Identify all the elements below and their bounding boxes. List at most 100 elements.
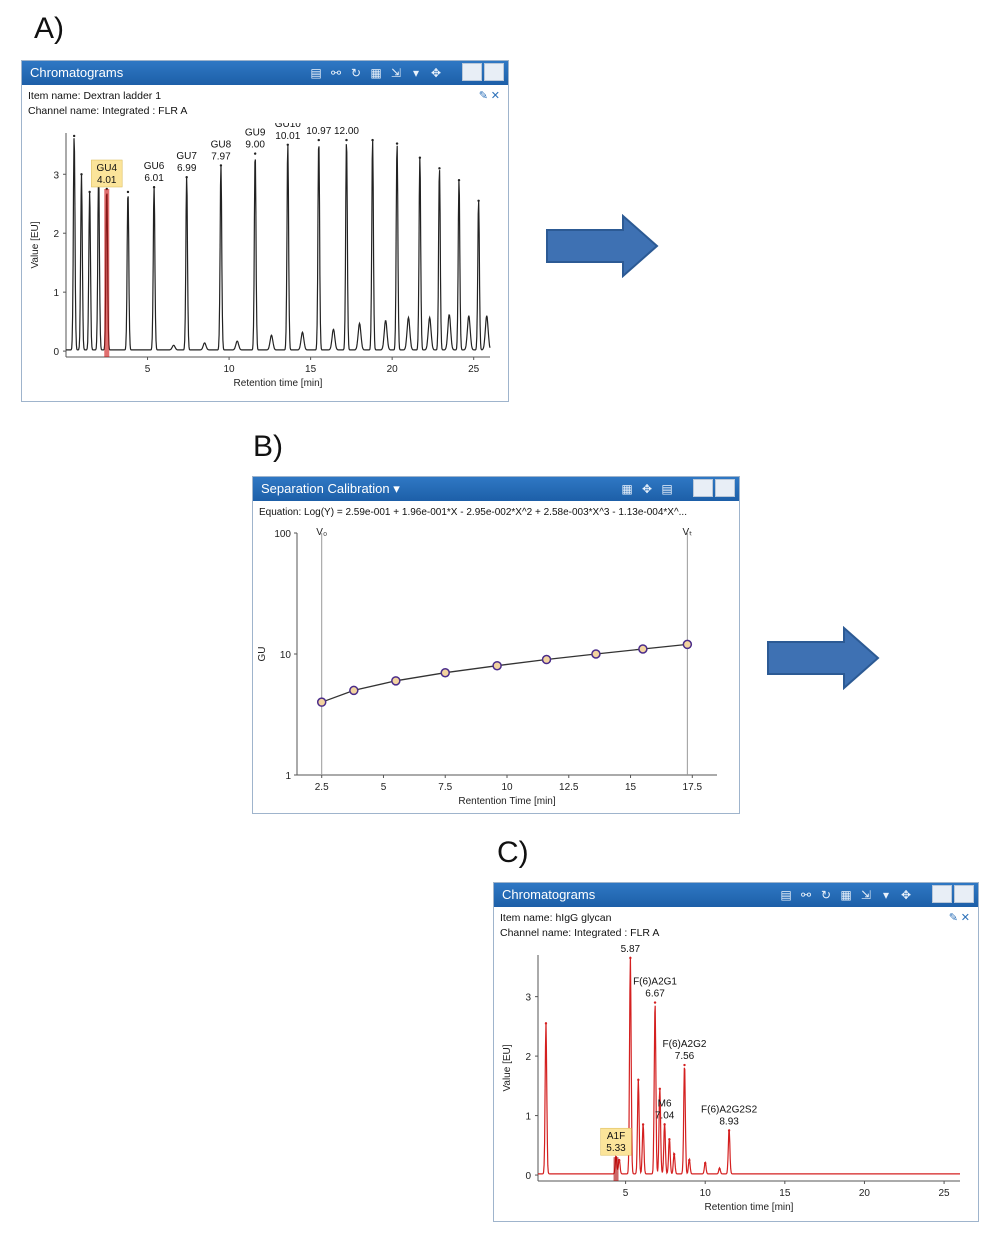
peak-value: 6.99	[177, 163, 197, 174]
peak-highlight-box	[91, 159, 123, 188]
void-marker-label: Vₜ	[683, 527, 693, 538]
pan-icon[interactable]: ✥	[430, 66, 442, 80]
reload-icon[interactable]: ↻	[820, 888, 832, 902]
peak-point	[704, 1161, 707, 1165]
x-tick-label: 5	[623, 1188, 629, 1199]
y-tick-label: 100	[274, 529, 291, 540]
restore-button[interactable]	[484, 63, 504, 81]
chromatogram-window-c: Chromatograms ▤ ⚯ ↻ ▦ ⇲ ▾ ✥ Item name: h…	[493, 882, 979, 1222]
y-tick-label: 3	[525, 993, 531, 1004]
pin-icon[interactable]: ✎	[478, 90, 488, 102]
restore-button[interactable]	[954, 885, 974, 903]
x-tick-label: 25	[939, 1188, 951, 1199]
minimize-button[interactable]	[693, 479, 713, 497]
pan-icon[interactable]: ✥	[641, 482, 653, 496]
print-icon[interactable]: ▤	[310, 66, 322, 80]
item-name-label: Item name: Dextran ladder 1	[28, 90, 162, 102]
pan-icon[interactable]: ✥	[900, 888, 912, 902]
reload-icon[interactable]: ↻	[350, 66, 362, 80]
calibration-point	[440, 667, 450, 678]
chart-c: 0 1 2 3 5 10 15 20 25 Retention time [min] Value […	[502, 945, 960, 1213]
separation-calibration-window: Separation Calibration ▾ ▦ ✥ ▤ Equation:…	[252, 476, 740, 814]
calibration-point	[316, 697, 327, 707]
table-icon[interactable]: ▦	[840, 888, 852, 902]
peak-value: 8.93	[719, 1116, 739, 1127]
window-b-titlebar: Separation Calibration ▾ ▦ ✥ ▤	[253, 477, 739, 501]
x-tick-label: 20	[387, 364, 399, 375]
calibration-point	[492, 660, 502, 671]
item-name-label: Item name: hIgG glycan	[500, 912, 612, 924]
peak-point	[629, 956, 632, 960]
peak-point	[457, 178, 461, 182]
peak-label: F(6)A2G2S2	[701, 1104, 758, 1115]
close-icon[interactable]: ✕	[960, 912, 970, 924]
x-tick-label: 2.5	[315, 782, 329, 793]
close-icon[interactable]: ✕	[490, 90, 500, 102]
peak-label: A1F	[607, 1131, 625, 1142]
y-tick-label: 2	[53, 229, 59, 240]
peak-highlight-fill	[613, 1157, 619, 1181]
x-tick-label: 7.5	[438, 782, 452, 793]
x-tick-label: 10	[224, 364, 236, 375]
x-tick-label: 5	[381, 782, 387, 793]
x-tick-label: 5	[145, 364, 151, 375]
x-tick-label: 20	[859, 1188, 871, 1199]
x-tick-label: 15	[625, 782, 637, 793]
table-icon[interactable]: ▦	[370, 66, 382, 80]
link-icon[interactable]: ⚯	[330, 66, 342, 80]
peak-point	[477, 199, 480, 202]
panel-c-label: C)	[497, 836, 529, 869]
x-tick-label: 17.5	[683, 782, 703, 793]
peak-value: 10.97	[306, 126, 331, 137]
chevron-down-icon[interactable]: ▾	[412, 66, 420, 80]
peak-point	[641, 1123, 645, 1126]
peak-point	[683, 1063, 686, 1067]
peak-point	[663, 1123, 666, 1126]
peak-point	[317, 138, 320, 142]
peak-label: F(6)A2G2	[663, 1039, 707, 1050]
y-tick-label: 0	[53, 347, 59, 358]
minimize-button[interactable]	[462, 63, 482, 81]
x-axis-title: Retention time [min]	[705, 1202, 794, 1213]
export-icon[interactable]: ⇲	[390, 66, 402, 80]
peak-value: 4.01	[97, 175, 117, 186]
chart-b: 1 10 100 2.5 5 7.5 10 12.5 15 17.5 Rentention Time…	[257, 527, 717, 807]
x-tick-label: 10	[700, 1188, 712, 1199]
minimize-button[interactable]	[932, 885, 952, 903]
peak-point	[438, 167, 441, 170]
peak-point	[658, 1087, 662, 1091]
y-axis-title: Value [EU]	[502, 1044, 513, 1091]
x-tick-label: 15	[305, 364, 317, 375]
peak-highlight-fill	[104, 189, 110, 357]
peak-point	[668, 1138, 671, 1141]
window-a-titlebar: Chromatograms ▤ ⚯ ↻ ▦ ⇲ ▾ ✥	[22, 61, 508, 85]
peak-point	[253, 152, 257, 155]
channel-name-label: Channel name: Integrated : FLR A	[28, 105, 188, 117]
pin-icon[interactable]: ✎	[948, 912, 958, 924]
peak-label: GU11	[306, 123, 332, 125]
channel-name-label: Channel name: Integrated : FLR A	[500, 927, 660, 939]
peak-value: 7.04	[655, 1111, 675, 1122]
y-tick-label: 10	[280, 650, 292, 661]
table-icon[interactable]: ▦	[621, 482, 633, 496]
print-icon[interactable]: ▤	[661, 482, 673, 496]
peak-value: 9.00	[245, 140, 265, 151]
chevron-down-icon[interactable]: ▾	[882, 888, 890, 902]
restore-button[interactable]	[715, 479, 735, 497]
arrow-right-icon	[767, 626, 880, 690]
chromatogram-trace	[538, 956, 960, 1175]
peak-value: 12.00	[334, 126, 359, 137]
link-icon[interactable]: ⚯	[800, 888, 812, 902]
peak-point	[618, 1158, 621, 1162]
calibration-point	[391, 676, 401, 686]
export-icon[interactable]: ⇲	[860, 888, 872, 902]
y-tick-label: 2	[525, 1052, 531, 1063]
peak-point	[286, 143, 289, 146]
x-tick-label: 12.5	[559, 782, 579, 793]
print-icon[interactable]: ▤	[780, 888, 792, 902]
peak-value: 5.33	[606, 1143, 626, 1154]
window-b-title[interactable]: Separation Calibration ▾	[261, 481, 400, 496]
peak-label: GU8	[211, 139, 232, 150]
peak-point	[152, 186, 156, 189]
calibration-point	[638, 644, 648, 654]
